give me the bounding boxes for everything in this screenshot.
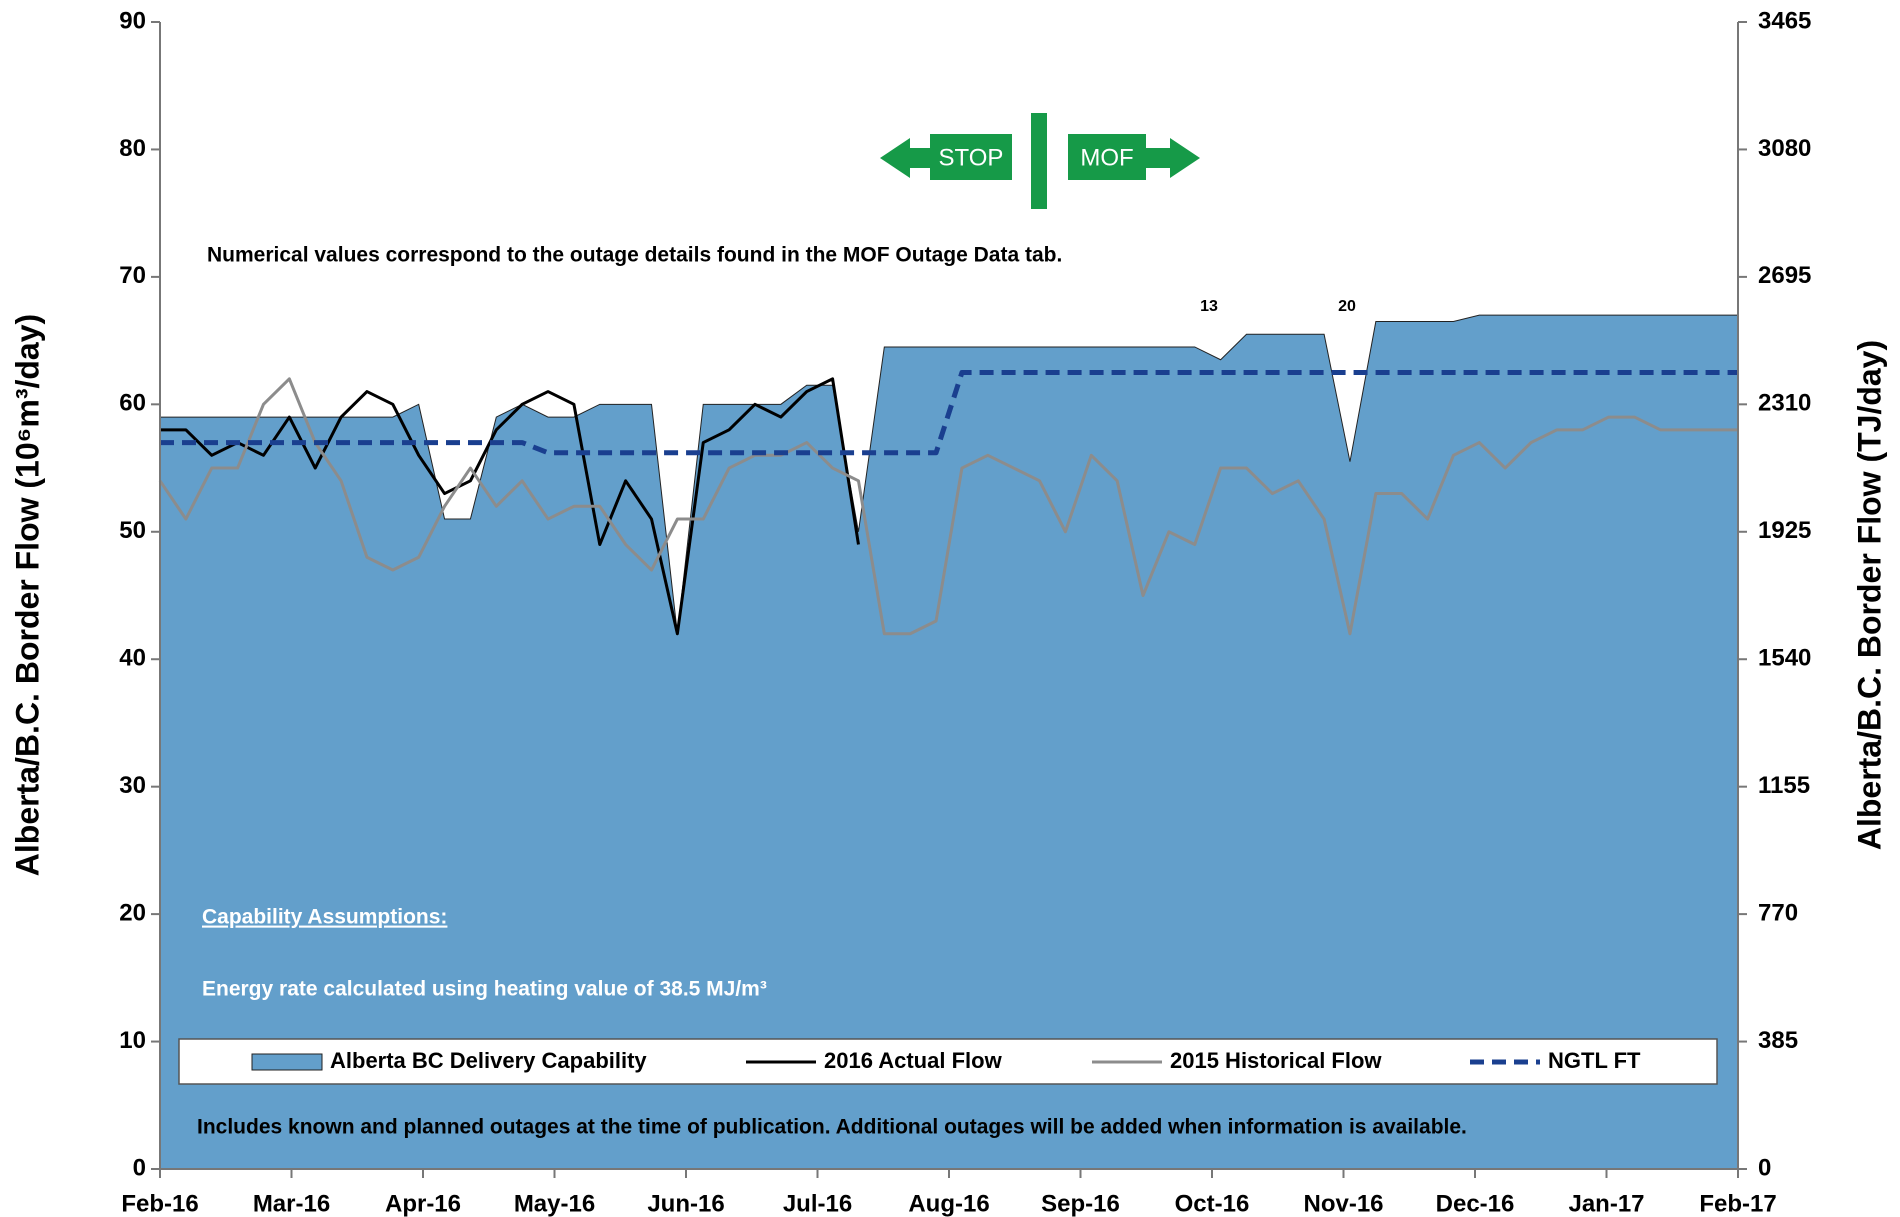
x-tick-label: Jun-16	[647, 1190, 724, 1217]
stop-mof-sign: STOP MOF	[880, 113, 1200, 209]
legend-label: Alberta BC Delivery Capability	[330, 1048, 647, 1073]
sign-post	[1031, 113, 1047, 209]
series-line	[160, 369, 1738, 456]
x-tick-label: Oct-16	[1175, 1190, 1250, 1217]
x-tick-label: Sep-16	[1041, 1190, 1120, 1217]
y2-tick-label: 1925	[1758, 517, 1811, 544]
y-tick-label: 40	[119, 645, 146, 672]
outage-marker: 13	[1200, 298, 1218, 315]
energy-note: Energy rate calculated using heating val…	[202, 978, 767, 1001]
x-tick-label: Jan-17	[1568, 1190, 1644, 1217]
x-tick-label: Dec-16	[1436, 1190, 1515, 1217]
series-line	[158, 377, 1738, 636]
x-tick-label: Nov-16	[1303, 1190, 1383, 1217]
capability-area	[159, 314, 1739, 1170]
assumptions-heading: Capability Assumptions:	[202, 906, 447, 929]
legend-swatch	[251, 1053, 323, 1071]
y2-axis-title: Alberta/B.C. Border Flow (TJ/day)	[1851, 340, 1887, 850]
y-axis-title: Alberta/B.C. Border Flow (10⁶m³/day)	[9, 314, 45, 876]
y2-tick-label: 770	[1758, 899, 1798, 926]
x-tick-label: Jul-16	[783, 1190, 852, 1217]
y-tick-label: 30	[119, 772, 146, 799]
y-tick-label: 0	[133, 1154, 146, 1181]
series-line	[160, 377, 860, 636]
x-tick-label: Feb-16	[121, 1190, 198, 1217]
y-tick-label: 20	[119, 899, 146, 926]
x-tick-label: Aug-16	[908, 1190, 989, 1217]
y2-tick-label: 1540	[1758, 645, 1811, 672]
legend-box	[178, 1038, 1718, 1085]
y-tick-label: 70	[119, 262, 146, 289]
legend-label: NGTL FT	[1548, 1048, 1641, 1073]
x-tick-label: Mar-16	[253, 1190, 330, 1217]
y-tick-label: 80	[119, 135, 146, 162]
y2-tick-label: 3080	[1758, 135, 1811, 162]
y-tick-label: 60	[119, 390, 146, 417]
y2-tick-label: 385	[1758, 1027, 1798, 1054]
stop-label: STOP	[939, 144, 1004, 171]
y-tick-label: 10	[119, 1027, 146, 1054]
mof-box	[1068, 134, 1146, 180]
y2-tick-label: 2695	[1758, 262, 1811, 289]
outage-marker: 20	[1338, 298, 1356, 315]
legend-label: 2015 Historical Flow	[1170, 1048, 1382, 1073]
outage-note: Numerical values correspond to the outag…	[207, 244, 1062, 267]
mof-label: MOF	[1080, 144, 1133, 171]
y2-tick-label: 3465	[1758, 7, 1811, 34]
x-tick-label: Apr-16	[385, 1190, 461, 1217]
y2-tick-label: 1155	[1758, 772, 1810, 799]
y-tick-label: 90	[119, 7, 146, 34]
plot-area	[158, 314, 1739, 1170]
stop-box	[930, 134, 1012, 180]
x-tick-label: Feb-17	[1699, 1190, 1776, 1217]
y2-tick-label: 2310	[1758, 390, 1811, 417]
y-tick-label: 50	[119, 517, 146, 544]
x-tick-label: May-16	[514, 1190, 595, 1217]
includes-note: Includes known and planned outages at th…	[197, 1116, 1467, 1139]
y2-tick-label: 0	[1758, 1154, 1771, 1181]
legend-label: 2016 Actual Flow	[824, 1048, 1003, 1073]
